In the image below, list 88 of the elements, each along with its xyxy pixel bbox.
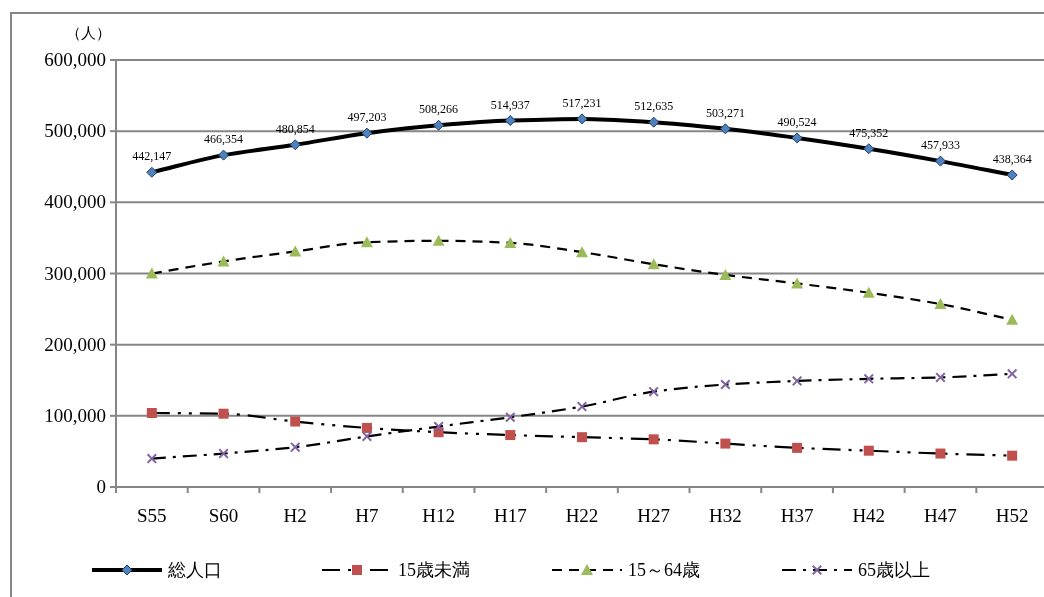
point [290,416,301,427]
data-label: 514,937 [490,97,530,112]
legend-label: 総人口 [167,560,222,580]
point [218,149,230,161]
point [433,119,445,131]
point [863,373,874,384]
y-tick-label: 600,000 [44,49,106,70]
point [648,116,660,128]
point [576,113,588,125]
point [218,448,229,459]
data-label: 480,854 [275,121,315,136]
data-label: 517,231 [562,95,602,110]
y-tick-label: 500,000 [44,120,106,142]
x-tick-label: H42 [852,505,886,526]
legend-label: 15～64歳 [628,560,700,580]
point [648,434,659,445]
point [361,127,373,139]
data-label: 503,271 [705,105,745,120]
data-label: 457,933 [920,138,960,153]
data-label: 512,635 [634,99,674,114]
y-tick-label: 100,000 [44,404,106,426]
point [934,298,947,310]
point [433,421,444,432]
y-tick-label: 0 [96,476,106,497]
x-tick-label: H22 [565,505,599,526]
point [504,236,517,248]
x-tick-label: H52 [995,505,1029,526]
point [648,386,659,397]
y-axis-title: （人） [65,25,111,41]
point [792,375,803,386]
data-label: 438,364 [992,152,1032,167]
point [361,422,372,433]
legend-label: 65歳以上 [858,560,930,580]
data-label: 466,354 [204,132,244,147]
point [146,453,157,464]
x-tick-label: S55 [137,505,167,526]
point [863,445,874,456]
point [577,432,587,443]
point [791,132,803,144]
data-label: 508,266 [419,102,459,117]
point [146,407,157,418]
x-tick-label: H7 [355,505,379,526]
point [505,430,516,441]
x-tick-label: H47 [924,505,957,526]
point [361,431,372,442]
data-label: 475,352 [849,125,889,140]
point [360,236,373,248]
point [432,234,445,246]
point [862,286,875,298]
point [935,448,946,459]
point [863,143,875,155]
y-tick-label: 200,000 [44,333,106,355]
point [217,255,230,267]
x-tick-label: H37 [780,505,814,526]
point [1007,450,1018,461]
point [935,372,946,383]
point [1006,313,1019,325]
point [1006,169,1018,181]
point [934,155,946,167]
point [504,115,516,127]
data-label: 442,147 [132,149,172,164]
x-tick-label: H12 [422,505,455,526]
point [218,408,229,419]
point [719,268,732,280]
point [719,123,731,135]
x-tick-label: H32 [709,505,742,526]
point [289,139,301,151]
x-tick-label: H17 [493,505,527,526]
point [720,438,731,449]
x-tick-label: H27 [637,505,671,526]
point [290,442,301,453]
point [576,246,588,258]
y-tick-label: 300,000 [44,262,106,284]
data-label: 497,203 [347,110,387,125]
point [1007,368,1018,379]
point [289,245,302,257]
y-tick-label: 400,000 [44,191,106,213]
data-label: 490,524 [777,114,817,129]
legend-label: 15歳未満 [398,560,470,580]
point [647,258,660,270]
x-tick-label: S60 [208,505,239,526]
point [720,379,731,390]
x-tick-label: H2 [283,505,307,526]
point [791,277,804,289]
point [146,166,158,178]
point [792,442,803,453]
point [145,267,158,279]
point [505,412,516,423]
